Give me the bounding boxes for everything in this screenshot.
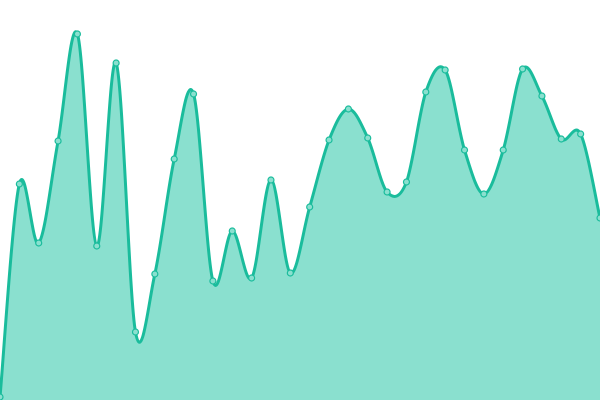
data-point-4: [73, 30, 82, 38]
data-point-18: [344, 105, 352, 113]
data-point-11: [209, 277, 217, 285]
data-point-27: [518, 65, 527, 73]
data-point-25: [480, 190, 488, 198]
data-point-6: [112, 59, 120, 67]
data-point-16: [306, 203, 314, 211]
data-point-12: [228, 227, 236, 235]
data-point-26: [499, 146, 507, 154]
data-point-23: [441, 66, 449, 74]
data-point-0: [0, 393, 4, 400]
data-point-10: [189, 90, 198, 98]
data-point-14: [267, 176, 275, 184]
data-point-29: [557, 135, 565, 143]
data-point-19: [364, 134, 372, 142]
area-fill: [0, 31, 600, 400]
data-point-21: [402, 178, 411, 186]
data-point-15: [286, 269, 294, 277]
data-point-22: [422, 88, 430, 96]
data-point-20: [383, 188, 391, 196]
data-points: [0, 30, 600, 400]
data-point-28: [538, 92, 546, 100]
data-point-7: [131, 328, 140, 336]
data-point-31: [596, 214, 600, 222]
data-point-13: [248, 274, 256, 282]
data-point-8: [151, 270, 159, 278]
data-point-5: [93, 242, 101, 250]
data-point-17: [325, 136, 333, 144]
data-point-1: [15, 180, 23, 188]
data-point-2: [35, 239, 43, 247]
data-point-3: [54, 137, 62, 145]
data-point-24: [460, 146, 469, 154]
data-point-9: [170, 155, 178, 163]
data-point-30: [577, 130, 585, 138]
